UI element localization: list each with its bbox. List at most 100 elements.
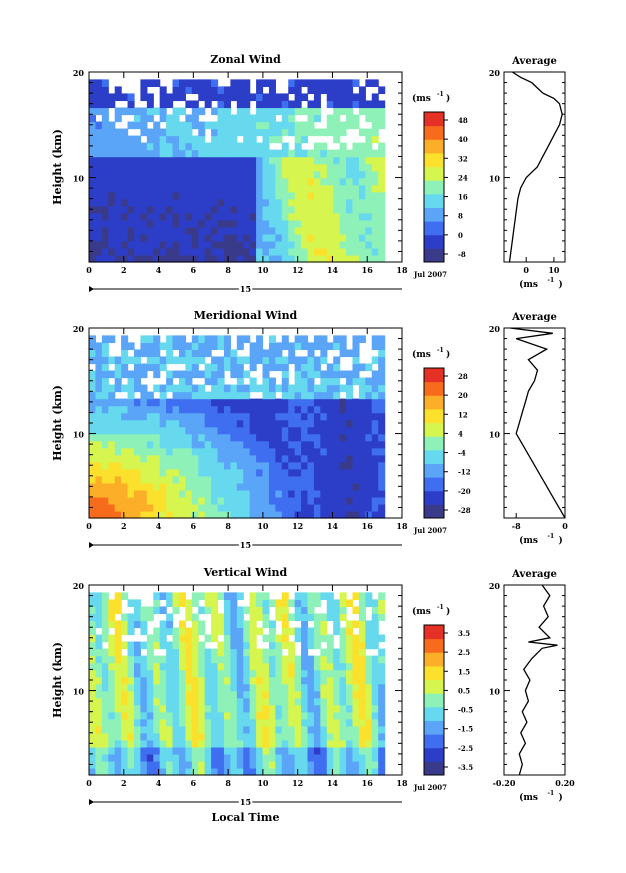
- heatmap-cell: [371, 335, 379, 344]
- heatmap-cell: [301, 219, 309, 228]
- heatmap-cell: [249, 377, 257, 386]
- heatmap-cell: [114, 662, 122, 671]
- heatmap-cell: [223, 114, 231, 123]
- profile-y-tick-label: 10: [489, 687, 501, 697]
- heatmap-cell: [236, 718, 244, 727]
- heatmap-cell: [133, 254, 142, 263]
- heatmap-cell: [275, 412, 283, 421]
- heatmap-cell: [140, 247, 148, 256]
- heatmap-cell: [185, 704, 193, 713]
- heatmap-cell: [339, 254, 347, 263]
- heatmap-cell: [313, 198, 321, 207]
- heatmap-cell: [133, 184, 142, 193]
- heatmap-cell: [127, 412, 135, 421]
- heatmap-cell: [89, 86, 97, 95]
- heatmap-cell: [326, 669, 334, 678]
- heatmap-cell: [127, 510, 135, 519]
- heatmap-cell: [89, 93, 97, 102]
- heatmap-cell: [178, 718, 186, 727]
- profile-x-tick-label: 0: [523, 265, 529, 275]
- heatmap-cell: [198, 398, 206, 407]
- x-tick-label: 12: [292, 521, 303, 531]
- heatmap-cell: [313, 641, 321, 650]
- heatmap-cell: [378, 384, 386, 393]
- heatmap-cell: [101, 592, 109, 601]
- heatmap-cell: [185, 114, 193, 123]
- heatmap-cell: [236, 468, 244, 477]
- heatmap-cell: [223, 641, 231, 650]
- profile-x-label-exp: -1: [548, 790, 555, 797]
- heatmap-cell: [153, 753, 161, 762]
- heatmap-cell: [108, 384, 116, 393]
- heatmap-cell: [339, 149, 347, 158]
- heatmap-cell: [339, 592, 347, 601]
- heatmap-cell: [256, 489, 264, 498]
- heatmap-cell: [191, 398, 199, 407]
- heatmap-cell: [166, 440, 174, 449]
- heatmap-cell: [204, 648, 212, 657]
- heatmap-cell: [307, 711, 315, 720]
- heatmap-cell: [371, 447, 379, 456]
- heatmap-cell: [140, 226, 148, 235]
- heatmap-cell: [185, 205, 193, 214]
- heatmap-cell: [172, 107, 180, 116]
- heatmap-cell: [236, 739, 244, 748]
- heatmap-cell: [121, 676, 129, 685]
- heatmap-cell: [294, 163, 302, 172]
- heatmap-cell: [108, 177, 116, 186]
- heatmap-cell: [178, 482, 186, 491]
- heatmap-cell: [127, 503, 135, 512]
- heatmap-cell: [198, 496, 206, 505]
- heatmap-cell: [127, 170, 135, 179]
- heatmap-cell: [378, 142, 386, 151]
- heatmap-cell: [185, 433, 193, 442]
- heatmap-cell: [146, 606, 154, 615]
- heatmap-cell: [146, 142, 154, 151]
- heatmap-cell: [198, 163, 206, 172]
- heatmap-cell: [313, 627, 321, 636]
- heatmap-cell: [288, 482, 296, 491]
- profile-line: [518, 584, 558, 776]
- heatmap-cell: [313, 356, 321, 365]
- heatmap-cell: [223, 156, 231, 165]
- heatmap-cell: [140, 342, 148, 351]
- heatmap-cell: [191, 440, 199, 449]
- heatmap-cell: [288, 233, 296, 242]
- heatmap-cell: [243, 489, 251, 498]
- heatmap-cell: [127, 496, 135, 505]
- heatmap-cell: [288, 760, 296, 769]
- heatmap-cell: [249, 454, 257, 463]
- heatmap-cell: [371, 356, 379, 365]
- profile-x-label: (ms: [519, 792, 538, 803]
- heatmap-cell: [307, 454, 315, 463]
- heatmap-cell: [146, 482, 154, 491]
- heatmap-cell: [307, 627, 315, 636]
- heatmap-cell: [294, 377, 302, 386]
- x-tick-label: 18: [396, 778, 408, 788]
- heatmap-cell: [178, 433, 186, 442]
- colorbar-tick-label: 16: [458, 193, 468, 202]
- heatmap-cell: [268, 384, 276, 393]
- heatmap-cell: [256, 648, 264, 657]
- heatmap-cell: [133, 370, 142, 379]
- heatmap-cell: [172, 391, 180, 400]
- heatmap-cell: [346, 93, 354, 102]
- heatmap-cell: [281, 711, 289, 720]
- heatmap-cell: [178, 184, 186, 193]
- heatmap-cell: [268, 440, 276, 449]
- heatmap-cell: [114, 704, 122, 713]
- heatmap-cell: [217, 356, 225, 365]
- heatmap-cell: [166, 254, 174, 263]
- heatmap-cell: [301, 170, 309, 179]
- heatmap-cell: [204, 732, 212, 741]
- heatmap-cell: [333, 398, 341, 407]
- heatmap-cell: [95, 704, 103, 713]
- heatmap-cell: [185, 184, 193, 193]
- heatmap-cell: [313, 142, 321, 151]
- colorbar-unit-label: (ms: [412, 349, 431, 360]
- heatmap-cell: [185, 648, 193, 657]
- heatmap-cell: [301, 718, 309, 727]
- heatmap-cell: [365, 212, 373, 221]
- heatmap-cell: [185, 342, 193, 351]
- heatmap-cell: [326, 377, 334, 386]
